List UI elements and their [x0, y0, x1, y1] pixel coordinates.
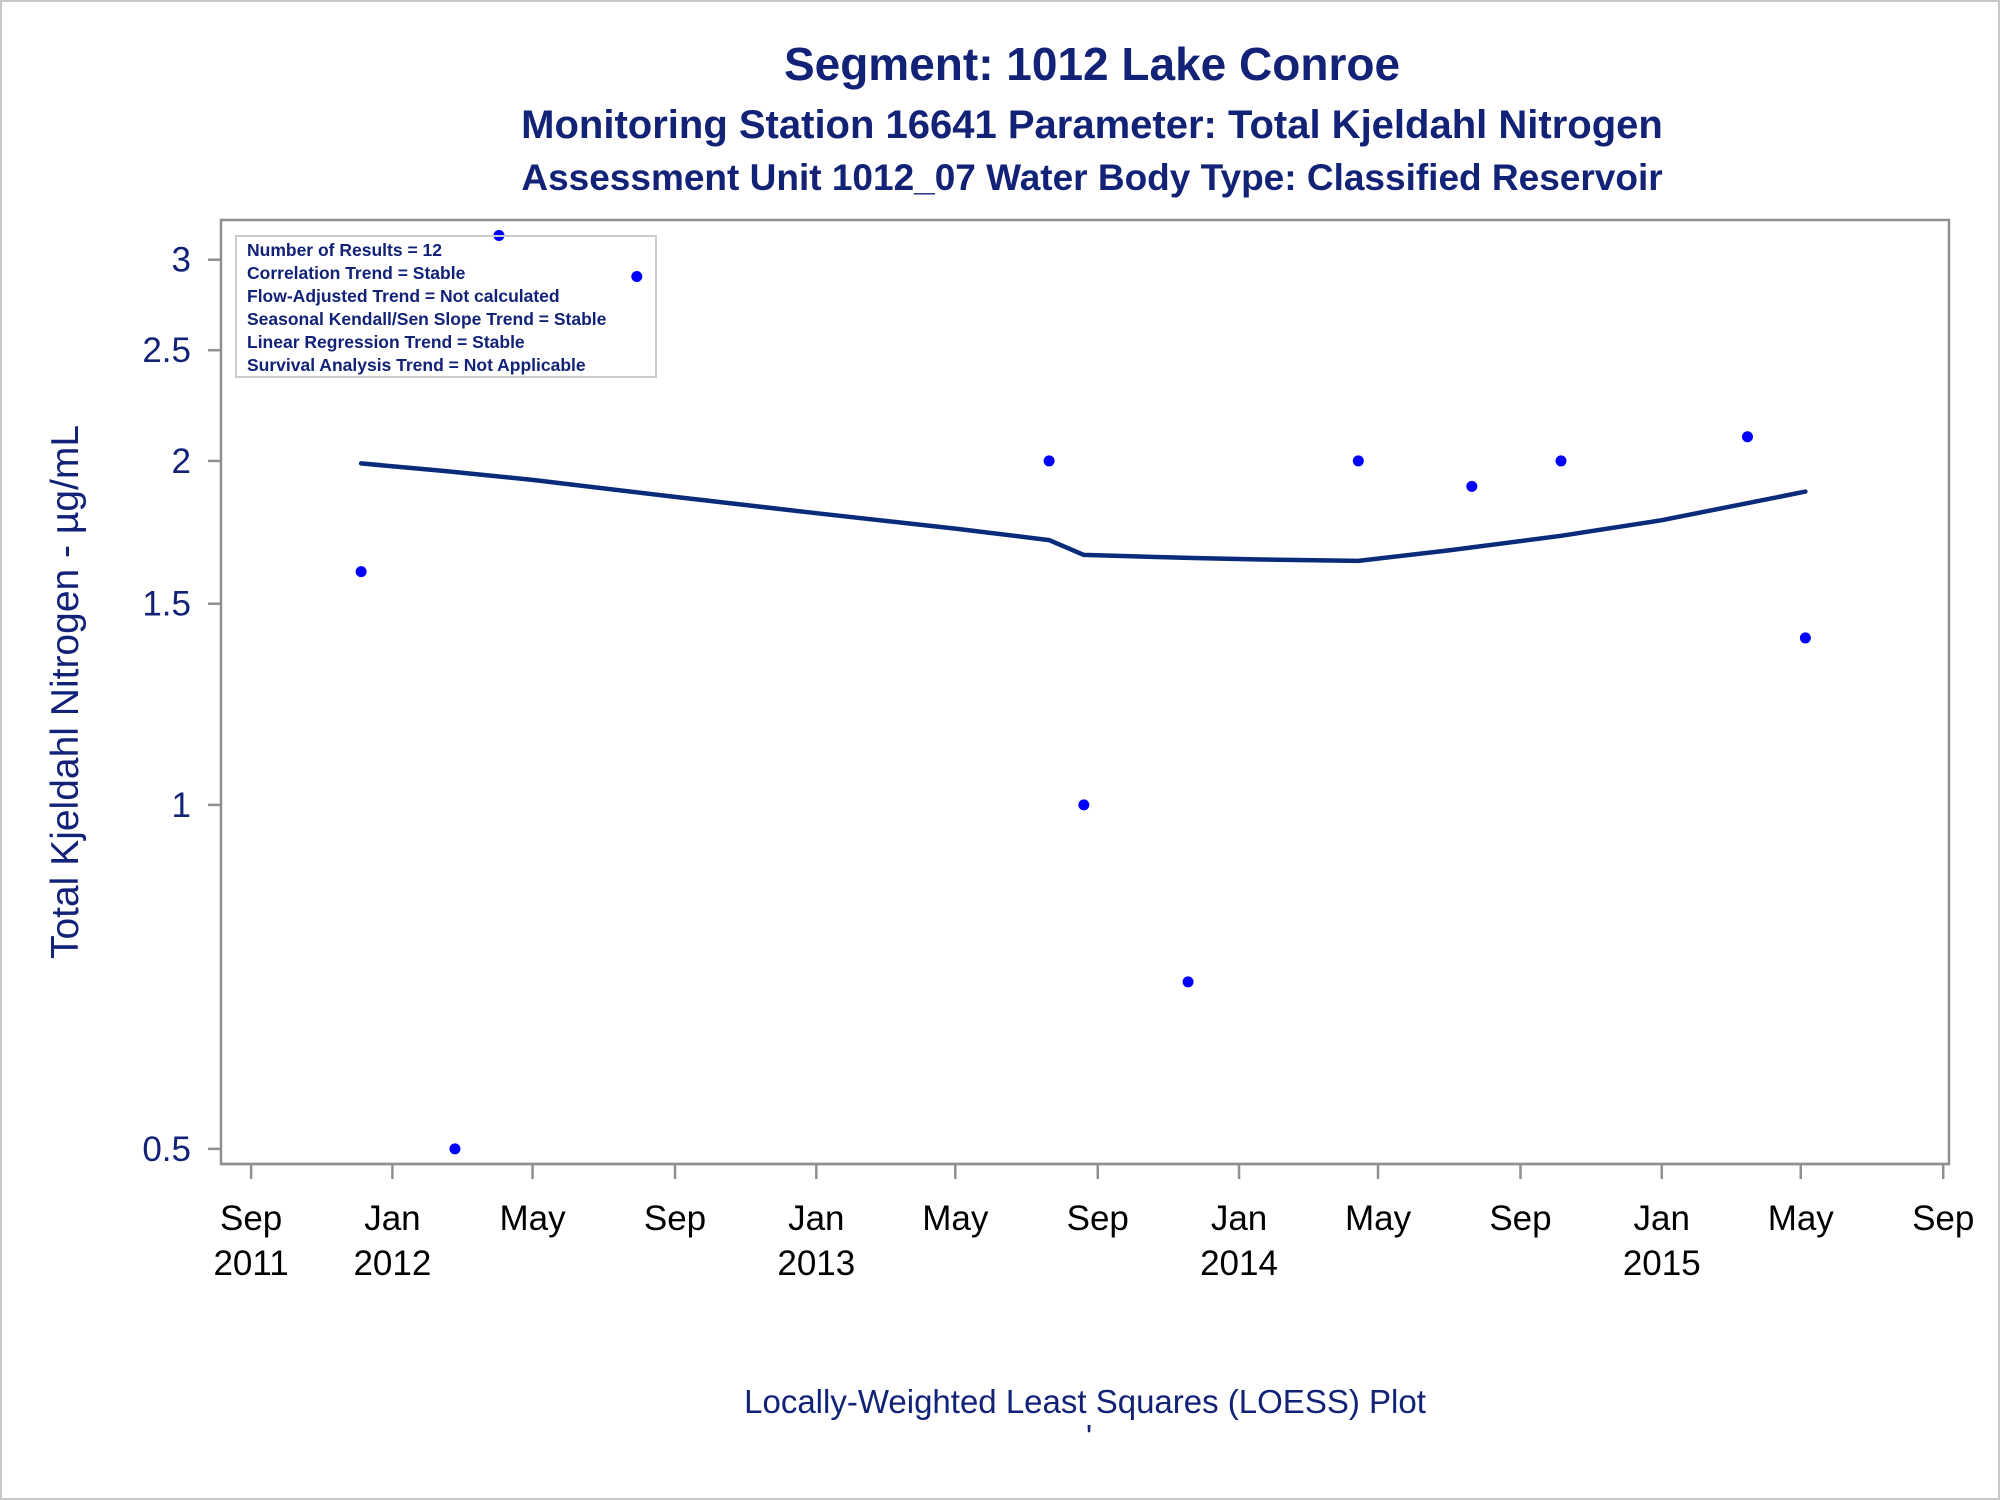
data-point — [1182, 976, 1194, 988]
data-point — [449, 1143, 461, 1155]
x-tick-label: Sep — [220, 1199, 282, 1238]
stats-line: Linear Regression Trend = Stable — [247, 332, 525, 352]
y-tick-label: 1 — [172, 786, 191, 825]
loess-line — [358, 461, 1808, 564]
x-tick-label: Jan — [788, 1199, 844, 1238]
x-tick-year-label: 2014 — [1200, 1244, 1278, 1283]
y-tick-label: 1.5 — [142, 585, 191, 624]
footer-mark: ' — [1086, 1418, 1092, 1455]
x-tick-year-label: 2013 — [777, 1244, 855, 1283]
y-tick-label: 2 — [172, 442, 191, 481]
data-point — [1555, 455, 1567, 467]
x-axis: Sep 2011 Jan 2012 May Sep Jan 2013 May Sep Jan 2014… — [213, 1162, 1974, 1283]
x-tick-label: Jan — [364, 1199, 420, 1238]
x-tick-label: Sep — [644, 1199, 706, 1238]
y-axis-label: Total Kjeldahl Nitrogen - µg/mL — [44, 425, 87, 959]
data-point — [1043, 455, 1055, 467]
chart-title: Segment: 1012 Lake Conroe — [784, 38, 1400, 90]
x-tick-label: May — [1345, 1199, 1412, 1238]
stats-line: Survival Analysis Trend = Not Applicable — [247, 355, 586, 375]
data-point — [1741, 431, 1753, 443]
x-tick-label: Jan — [1634, 1199, 1690, 1238]
data-point — [631, 271, 643, 283]
data-point — [355, 566, 367, 578]
x-tick-year-label: 2012 — [353, 1244, 431, 1283]
chart-subtitle-assessment: Assessment Unit 1012_07 Water Body Type:… — [521, 157, 1662, 198]
x-tick-label: Jan — [1211, 1199, 1267, 1238]
y-axis: 0.5 1 1.5 2 2.5 3 — [142, 241, 221, 1169]
stats-line: Correlation Trend = Stable — [247, 263, 466, 283]
y-tick-label: 2.5 — [142, 331, 191, 370]
x-tick-label: Sep — [1489, 1199, 1551, 1238]
y-tick-label: 3 — [172, 241, 191, 280]
x-tick-label: May — [922, 1199, 989, 1238]
x-tick-year-label: 2015 — [1623, 1244, 1701, 1283]
x-tick-label: May — [1768, 1199, 1835, 1238]
footer-note: Locally-Weighted Least Squares (LOESS) P… — [744, 1383, 1426, 1420]
stats-line: Seasonal Kendall/Sen Slope Trend = Stabl… — [247, 309, 607, 329]
stats-legend-box: Number of Results = 12 Correlation Trend … — [235, 235, 657, 378]
stats-legend-frame — [235, 235, 657, 378]
y-tick-label: 0.5 — [142, 1130, 191, 1169]
stats-line: Number of Results = 12 — [247, 240, 442, 260]
x-tick-label: Sep — [1912, 1199, 1974, 1238]
x-tick-year-label: 2011 — [213, 1244, 288, 1283]
data-point — [1799, 632, 1811, 644]
data-point — [1078, 799, 1090, 811]
x-tick-label: May — [499, 1199, 566, 1238]
data-point — [1352, 455, 1364, 467]
data-point — [1466, 480, 1478, 492]
x-tick-label: Sep — [1067, 1199, 1129, 1238]
loess-series — [358, 461, 1808, 564]
chart-subtitle-station: Monitoring Station 16641 Parameter: Tota… — [521, 103, 1663, 147]
stats-line: Flow-Adjusted Trend = Not calculated — [247, 286, 560, 306]
